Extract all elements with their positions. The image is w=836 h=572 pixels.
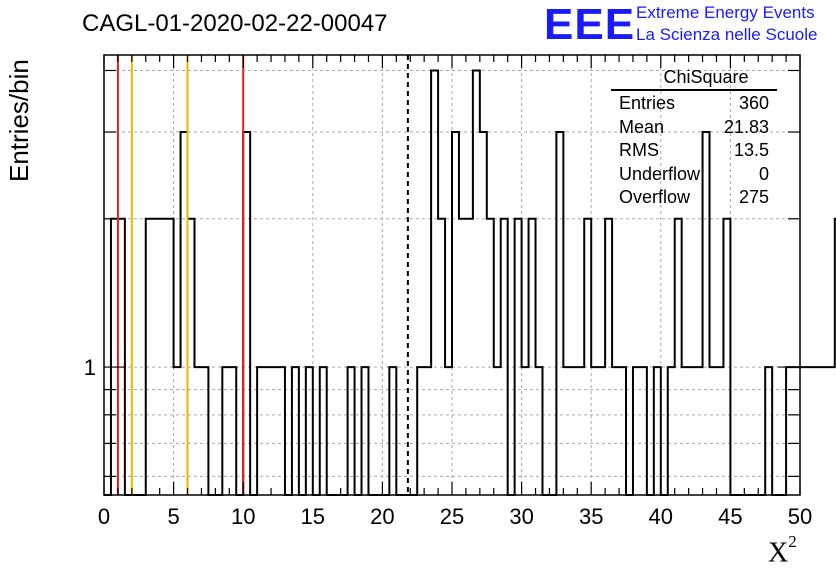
y-axis-label: Entries/bin <box>4 59 34 182</box>
y-tick-label-1: 1 <box>84 355 96 380</box>
x-tick-label: 40 <box>649 504 673 529</box>
x-tick-label: 25 <box>440 504 464 529</box>
stats-label: Entries <box>619 93 676 113</box>
stats-row-entries: Entries 360 <box>611 92 777 116</box>
x-tick-label: 50 <box>788 504 812 529</box>
stats-value: 0 <box>758 163 769 184</box>
x-axis-label-base: X <box>768 537 789 569</box>
stats-row-rms: RMS 13.5 <box>611 139 777 163</box>
stats-value: 13.5 <box>733 140 769 160</box>
x-tick-label: 0 <box>98 504 110 529</box>
x-tick-labels: 0 5 10 15 20 25 30 35 40 45 50 <box>98 504 812 529</box>
stats-title: ChiSquare <box>611 67 777 91</box>
x-tick-label: 10 <box>231 504 255 529</box>
x-axis-label-exponent: 2 <box>788 532 797 551</box>
stats-label: Mean <box>619 116 665 137</box>
stats-value: 360 <box>738 93 769 113</box>
stats-row-underflow: Underflow 0 <box>611 163 777 187</box>
axis-ticks <box>103 55 801 495</box>
chart-title: CAGL-01-2020-02-22-00047 <box>82 10 388 37</box>
eee-logo: EEE <box>544 0 636 49</box>
stats-box: ChiSquare Entries 360 Mean 21.83 RMS 13.… <box>611 67 777 210</box>
logo-line-1: Extreme Energy Events <box>636 3 815 22</box>
x-tick-label: 45 <box>718 504 742 529</box>
x-tick-label: 5 <box>167 504 179 529</box>
x-tick-label: 15 <box>301 504 325 529</box>
stats-value: 21.83 <box>723 116 769 137</box>
stats-label: RMS <box>619 140 659 160</box>
stats-row-overflow: Overflow 275 <box>611 186 777 210</box>
logo-line-2: La Scienza nelle Scuole <box>636 25 818 44</box>
x-axis-label: X2 <box>768 532 797 569</box>
x-tick-label: 35 <box>579 504 603 529</box>
marker-lines <box>116 55 409 495</box>
stats-value: 275 <box>738 187 769 207</box>
stats-row-mean: Mean 21.83 <box>611 116 777 140</box>
x-tick-label: 30 <box>509 504 533 529</box>
x-tick-label: 20 <box>370 504 394 529</box>
stats-label: Overflow <box>619 187 691 207</box>
stats-label: Underflow <box>619 163 701 184</box>
